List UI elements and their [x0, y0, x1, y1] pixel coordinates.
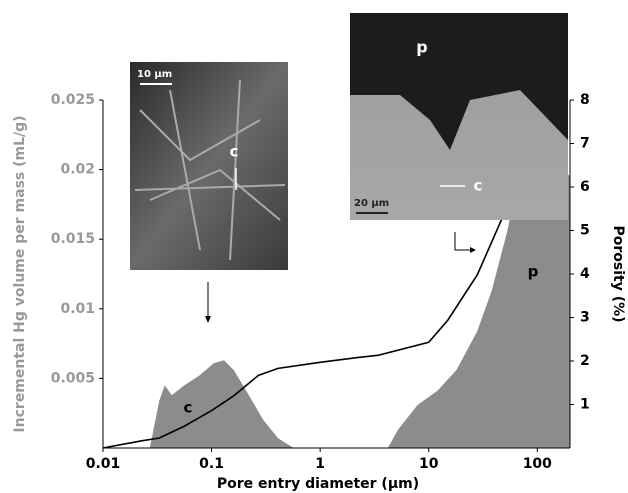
inset-label: c [230, 143, 239, 161]
y2-tick-label: 3 [580, 310, 590, 326]
y-axis-title: Incremental Hg volume per mass (mL/g) [12, 115, 28, 432]
inset-image [130, 62, 288, 270]
x-tick-label: 0.1 [199, 456, 224, 472]
x-tick-label: 0.01 [86, 456, 121, 472]
x-tick-label: 100 [523, 456, 552, 472]
x-axis-title: Pore entry diameter (µm) [217, 476, 419, 492]
arrow-head [470, 247, 476, 253]
y-tick-label: 0.02 [60, 162, 95, 178]
y-tick-label: 0.005 [51, 370, 95, 386]
y-tick-label: 0.01 [60, 301, 95, 317]
area [149, 132, 570, 449]
inset-label: p [416, 38, 427, 57]
inset-label: c [474, 177, 483, 195]
y2-tick-label: 7 [580, 136, 590, 152]
inset-scale-label: 20 µm [354, 198, 389, 209]
x-tick-label: 1 [315, 456, 325, 472]
inset-right [350, 13, 568, 220]
y-tick-label: 0.025 [51, 92, 95, 108]
arrow-head [205, 316, 211, 323]
x-tick-label: 10 [419, 456, 439, 472]
y2-tick-label: 2 [580, 353, 590, 369]
y2-tick-label: 5 [580, 223, 590, 239]
y-tick-label: 0.015 [51, 231, 95, 247]
annotation: c [184, 399, 193, 417]
inset-pore [350, 13, 568, 150]
y2-tick-label: 4 [580, 266, 590, 282]
inset-texture [134, 79, 286, 261]
y2-axis-title: Porosity (%) [610, 225, 626, 322]
y2-tick-label: 1 [580, 397, 590, 413]
pointer-arrow [454, 232, 472, 251]
annotation: p [528, 263, 539, 281]
y2-tick-label: 8 [580, 92, 590, 108]
inset-scale-label: 10 µm [137, 69, 172, 80]
inset-left [130, 62, 288, 270]
y2-tick-label: 6 [580, 179, 590, 195]
